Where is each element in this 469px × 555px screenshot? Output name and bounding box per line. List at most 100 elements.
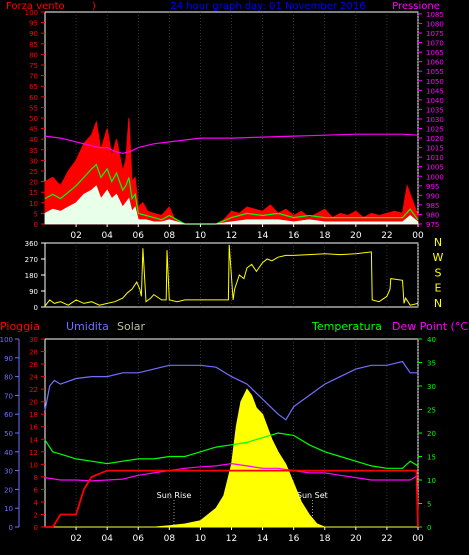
y-tick-label-humidity: 100 — [0, 336, 13, 344]
y-tick-label-left: 80 — [29, 51, 38, 59]
y-tick-label-right: 1060 — [426, 59, 444, 67]
y-tick-label-right: 1020 — [426, 135, 444, 143]
y-tick-label-left: 95 — [29, 20, 38, 28]
x-tick-label: 00 — [412, 534, 424, 544]
x-tick-label: 08 — [164, 534, 176, 544]
y-tick-label-right: 975 — [426, 221, 439, 229]
pressure-axis-title: Pressione — [392, 1, 440, 12]
y-tick-label-left: 5 — [34, 210, 38, 218]
y-tick-label-left: 45 — [29, 126, 38, 134]
y-tick-label: 360 — [25, 240, 38, 248]
y-tick-label-left: 100 — [25, 9, 38, 17]
y-tick-label-right: 1015 — [426, 145, 444, 153]
y-tick-label-right: 1075 — [426, 30, 444, 38]
y-tick-label-rain: 22 — [29, 386, 38, 394]
y-tick-label-humidity: 70 — [4, 392, 13, 400]
y-tick-label-humidity: 50 — [4, 430, 13, 438]
y-tick-label-right: 1000 — [426, 173, 444, 181]
temperature-axis-title: Temperatura — [311, 320, 382, 333]
dewpoint-axis-title: Dew Point (°C) — [392, 320, 469, 333]
y-tick-label: 0 — [34, 304, 38, 312]
y-tick-label-left: 35 — [29, 147, 38, 155]
solar-axis-title: Solar — [117, 320, 146, 333]
y-tick-label-left: 85 — [29, 41, 38, 49]
x-tick-label: 08 — [164, 231, 176, 241]
x-tick-label: 02 — [70, 231, 81, 241]
y-tick-label-left: 30 — [29, 157, 38, 165]
y-tick-label-right: 1085 — [426, 11, 444, 19]
y-tick-label-temp: 30 — [427, 383, 436, 391]
y-tick-label-right: 1050 — [426, 78, 444, 86]
wind-min-area — [44, 185, 419, 225]
x-tick-label: 10 — [195, 534, 207, 544]
y-tick-label-temp: 10 — [427, 477, 436, 485]
x-tick-label: 22 — [381, 534, 392, 544]
y-tick-label-humidity: 0 — [9, 524, 13, 532]
y-tick-label-humidity: 60 — [4, 411, 13, 419]
y-tick-label-right: 1070 — [426, 40, 444, 48]
y-tick-label-right: 1010 — [426, 154, 444, 162]
y-tick-label-left: 75 — [29, 62, 38, 70]
y-tick-label-humidity: 80 — [4, 374, 13, 382]
y-tick-label-rain: 8 — [34, 474, 38, 482]
x-tick-label: 16 — [288, 534, 300, 544]
y-tick-label-rain: 26 — [29, 361, 38, 369]
x-tick-label: 02 — [70, 534, 81, 544]
y-tick-label-rain: 18 — [29, 411, 38, 419]
pressure-line — [44, 133, 419, 154]
y-tick-label-rain: 28 — [29, 349, 38, 357]
y-tick-label-left: 90 — [29, 30, 38, 38]
rain-humidity-temperature-panel: 02 04 06 08 10 12 14 16 18 20 22 000102030405060708… — [0, 336, 436, 544]
y-tick-label-right: 1025 — [426, 126, 444, 134]
y-tick-label-rain: 14 — [29, 436, 38, 444]
y-tick-label-rain: 12 — [29, 449, 38, 457]
x-tick-label: 18 — [319, 231, 331, 241]
y-tick-label: 90 — [29, 288, 38, 296]
y-tick-label-humidity: 20 — [4, 486, 13, 494]
cardinal-label: S — [435, 266, 442, 279]
y-tick-label-left: 70 — [29, 73, 38, 81]
y-tick-label-temp: 20 — [427, 430, 436, 438]
y-tick-label-humidity: 40 — [4, 449, 13, 457]
x-tick-label: 04 — [101, 534, 113, 544]
y-tick-label-right: 1065 — [426, 49, 444, 57]
y-tick-label: 180 — [25, 272, 38, 280]
wind-average-line — [44, 163, 419, 225]
y-tick-label-temp: 25 — [427, 407, 436, 415]
x-tick-label: 04 — [101, 231, 113, 241]
y-tick-label-temp: 5 — [427, 501, 431, 509]
y-tick-label-rain: 16 — [29, 424, 38, 432]
temperature-line — [44, 432, 419, 469]
y-tick-label-right: 980 — [426, 211, 439, 219]
y-tick-label-left: 65 — [29, 83, 38, 91]
y-tick-label-left: 50 — [29, 115, 38, 123]
y-tick-label-rain: 10 — [29, 461, 38, 469]
y-tick-label-right: 1005 — [426, 164, 444, 172]
y-tick-label-left: 0 — [34, 221, 38, 229]
y-tick-label-right: 985 — [426, 202, 439, 210]
y-tick-label-left: 15 — [29, 189, 38, 197]
x-tick-label: 16 — [288, 231, 300, 241]
y-tick-label-left: 60 — [29, 94, 38, 102]
y-tick-label-left: 25 — [29, 168, 38, 176]
sunrise-label: Sun Rise — [157, 491, 192, 500]
y-tick-label-rain: 2 — [34, 511, 38, 519]
y-tick-label-right: 995 — [426, 183, 439, 191]
y-tick-label-left: 55 — [29, 104, 38, 112]
y-tick-label-left: 40 — [29, 136, 38, 144]
humidity-axis-title: Umidita — [66, 320, 109, 333]
x-tick-label: 18 — [319, 534, 331, 544]
wind-axis-title-paren: ) — [92, 1, 96, 12]
y-tick-label: 270 — [25, 256, 38, 264]
x-tick-label: 06 — [133, 231, 145, 241]
chart-title: 24 hour graph day: 01 November 2016 — [170, 1, 365, 12]
wind-pressure-panel: 02 04 06 08 10 12 14 16 18 20 22 000510152025303540… — [25, 9, 444, 241]
x-tick-label: 00 — [412, 231, 424, 241]
rain-line — [45, 469, 419, 528]
humidity-line — [44, 360, 418, 421]
y-tick-label-rain: 30 — [29, 336, 38, 344]
wind-direction-line — [44, 244, 419, 307]
x-tick-label: 20 — [350, 534, 362, 544]
